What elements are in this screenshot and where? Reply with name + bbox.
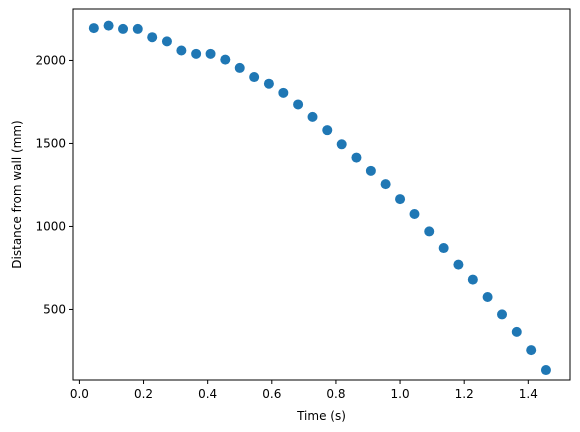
x-tick-label: 1.4 — [519, 387, 538, 401]
data-point — [118, 23, 129, 34]
data-points — [88, 20, 551, 376]
data-point — [176, 45, 187, 56]
x-tick-label: 0.0 — [70, 387, 89, 401]
data-point — [147, 32, 158, 43]
data-point — [365, 165, 376, 176]
data-point — [395, 194, 406, 205]
x-axis-label: Time (s) — [296, 409, 346, 423]
x-tick-label: 0.4 — [198, 387, 217, 401]
x-axis-ticks: 0.0 0.2 0.4 0.6 0.8 1.0 1.2 1.4 — [70, 380, 538, 401]
data-point — [322, 125, 333, 136]
y-tick-label: 2000 — [35, 53, 66, 67]
y-axis-ticks: 500 1000 1500 2000 — [35, 53, 73, 316]
data-point — [88, 23, 99, 34]
data-point — [103, 20, 114, 31]
x-tick-label: 1.0 — [391, 387, 410, 401]
data-point — [307, 111, 318, 122]
data-point — [424, 226, 435, 237]
data-point — [191, 48, 202, 59]
data-point — [220, 54, 231, 65]
data-point — [234, 62, 245, 73]
x-tick-label: 1.2 — [455, 387, 474, 401]
plot-frame — [72, 8, 571, 381]
data-point — [161, 36, 172, 47]
data-point — [497, 309, 508, 320]
x-tick-label: 0.6 — [262, 387, 281, 401]
y-tick-label: 500 — [43, 302, 66, 316]
data-point — [540, 365, 551, 376]
data-point — [263, 78, 274, 89]
data-point — [380, 179, 391, 190]
data-point — [526, 345, 537, 356]
data-point — [409, 209, 420, 220]
data-point — [511, 326, 522, 337]
data-point — [132, 23, 143, 34]
data-point — [293, 99, 304, 110]
y-tick-label: 1000 — [35, 219, 66, 233]
data-point — [467, 274, 478, 285]
y-tick-label: 1500 — [35, 136, 66, 150]
data-point — [438, 243, 449, 254]
x-tick-label: 0.2 — [134, 387, 153, 401]
data-point — [351, 152, 362, 163]
data-point — [482, 292, 493, 303]
y-axis-label: Distance from wall (mm) — [10, 120, 24, 268]
data-point — [249, 72, 260, 83]
data-point — [278, 87, 289, 98]
data-point — [205, 48, 216, 59]
data-point — [453, 259, 464, 270]
x-tick-label: 0.8 — [326, 387, 345, 401]
data-point — [336, 139, 347, 150]
